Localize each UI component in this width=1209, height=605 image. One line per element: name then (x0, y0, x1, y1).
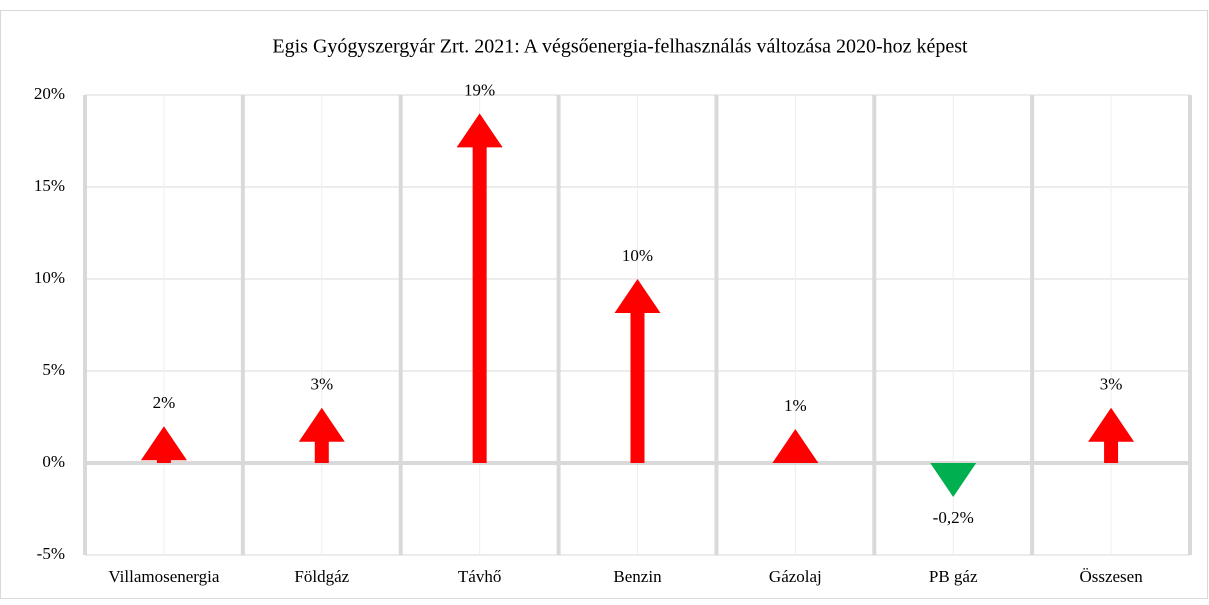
data-label: 2% (153, 393, 176, 412)
y-tick-label: 15% (34, 176, 65, 195)
x-tick-label: PB gáz (929, 567, 978, 586)
arrow (1088, 407, 1135, 463)
y-tick-label: 10% (34, 268, 65, 287)
y-tick-label: 0% (42, 452, 65, 471)
data-label: 3% (310, 375, 333, 394)
x-tick-label: Összesen (1079, 567, 1143, 586)
arrow (614, 279, 661, 463)
data-label: -0,2% (933, 508, 974, 527)
chart-border (0, 10, 1208, 599)
arrow (298, 407, 345, 463)
arrow (456, 113, 503, 464)
data-label: 1% (784, 396, 807, 415)
data-label: 19% (464, 80, 495, 99)
x-tick-label: Távhő (458, 567, 501, 586)
data-label: 10% (622, 246, 653, 265)
arrow (140, 426, 187, 463)
y-tick-label: -5% (37, 544, 65, 563)
y-tick-label: 20% (34, 84, 65, 103)
y-tick-label: 5% (42, 360, 65, 379)
arrow (930, 463, 977, 497)
x-tick-label: Benzin (613, 567, 662, 586)
arrow (772, 429, 819, 463)
data-label: 3% (1100, 375, 1123, 394)
chart-title: Egis Gyógyszergyár Zrt. 2021: A végsőene… (272, 36, 968, 58)
x-tick-label: Földgáz (294, 567, 349, 586)
x-tick-label: Gázolaj (769, 567, 822, 586)
x-tick-label: Villamosenergia (108, 567, 219, 586)
